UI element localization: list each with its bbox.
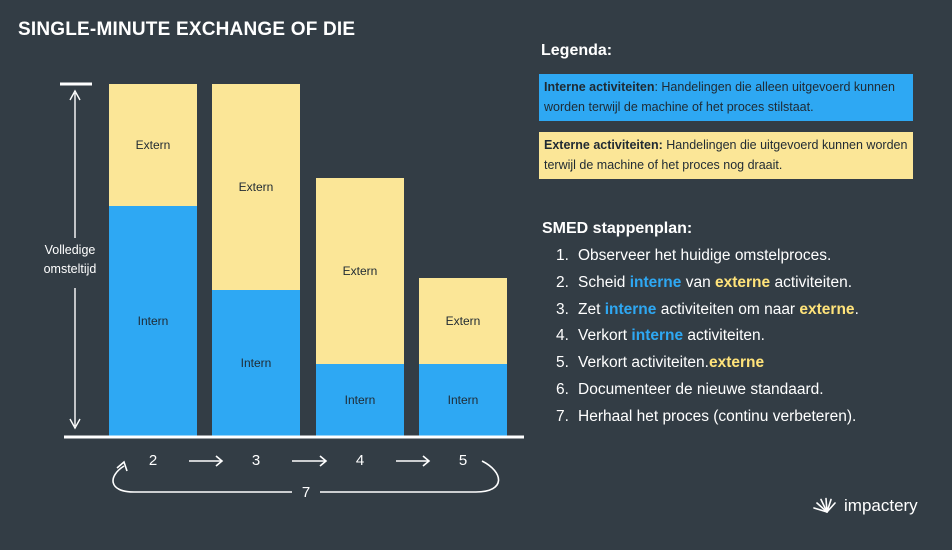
arrow-right-icon (319, 455, 328, 467)
x-tick-label: 5 (459, 452, 467, 469)
step-number: 3. (556, 300, 569, 318)
step-text: Observeer het huidige omstelproces. (578, 247, 832, 264)
arrow-right-icon (422, 455, 431, 467)
step-keyword-intern: interne (631, 327, 684, 345)
step-number: 1. (556, 247, 569, 264)
x-tick-label: 2 (149, 452, 157, 469)
step-number: 5. (556, 354, 569, 372)
smed-chart: Intern Extern Intern Extern Intern Extern Inte… (44, 82, 524, 501)
page-title: SINGLE-MINUTE EXCHANGE OF DIE (18, 19, 356, 40)
bar-label-extern: Extern (239, 180, 274, 194)
step-keyword-extern: externe (708, 354, 765, 372)
x-tick-label: 4 (356, 452, 364, 469)
steps-list: 1. Observeer het huidige omstelproces. 2. S… (556, 246, 859, 434)
bar-extern-3 (212, 84, 300, 290)
step-text: Zet (578, 300, 605, 318)
step-text: Verkort (578, 327, 632, 345)
bar-intern-4 (316, 364, 404, 436)
arrow-right-icon (215, 455, 224, 467)
step-text: Documenteer de nieuwe standaard. (578, 380, 824, 398)
bar-intern-2 (109, 206, 197, 436)
step-text: activiteiten. (683, 327, 765, 345)
bar-intern-5 (419, 364, 507, 436)
bar-label-intern: Intern (448, 393, 479, 407)
step-keyword-intern: interne (629, 273, 682, 291)
bar-label-intern: Intern (138, 314, 169, 328)
loop-label: 7 (302, 484, 310, 501)
step-item: 7. Herhaal het proces (continu verbeteren… (556, 407, 859, 434)
legend-intern-text: : Handelingen die alleen uitgevoerd kunn… (544, 80, 895, 114)
step-item: 3. Zet interne activiteiten om naar exter… (556, 300, 859, 327)
loop-arrow-head-icon (116, 460, 128, 472)
step-item: 4. Verkort interne activiteiten. (556, 326, 859, 353)
bar-extern-2 (109, 84, 197, 206)
logo-text: impactery (844, 496, 918, 515)
step-keyword-intern: interne (604, 300, 657, 318)
bar-label-extern: Extern (136, 138, 171, 152)
step-text: activiteiten om naar (656, 300, 800, 318)
step-text: . (854, 300, 859, 318)
legend-title: Legenda: (541, 42, 613, 59)
step-text: activiteiten. (631, 354, 709, 372)
y-axis-label: omsteltijd (44, 262, 97, 276)
bar-label-extern: Extern (343, 264, 378, 278)
step-item: 6. Documenteer de nieuwe standaard. (556, 380, 859, 407)
bar-label-extern: Extern (446, 314, 481, 328)
step-number: 4. (556, 327, 569, 345)
legend-extern-box: Externe activiteiten: Handelingen die ui… (539, 132, 913, 179)
steps-title: SMED stappenplan: (542, 220, 693, 237)
step-text: Scheid (578, 273, 630, 291)
logo: impactery (811, 496, 918, 516)
step-number: 2. (556, 273, 569, 291)
bar-extern-5 (419, 278, 507, 364)
arrow-head-up-icon (69, 89, 81, 101)
x-tick-label: 3 (252, 452, 260, 469)
bar-intern-3 (212, 290, 300, 436)
legend-intern-term: Interne activiteiten (544, 80, 655, 94)
legend-extern-term: Externe activiteiten: (544, 138, 663, 152)
step-text: van (681, 273, 715, 291)
arrow-head-down-icon (69, 418, 81, 430)
step-text: Verkort (578, 354, 632, 372)
step-keyword-extern: externe (799, 300, 855, 318)
loop-arrow-right (320, 460, 500, 493)
step-keyword-extern: externe (715, 273, 771, 291)
step-number: 7. (556, 407, 569, 425)
y-axis-label: Volledige (45, 243, 96, 257)
bar-label-intern: Intern (345, 393, 376, 407)
step-text: activiteiten. (770, 273, 853, 291)
y-axis-indicator: Volledige omsteltijd (44, 82, 97, 430)
step-item: 2. Scheid interne van externe activiteite… (556, 273, 859, 300)
x-axis-group: 2 3 4 5 7 (64, 435, 524, 501)
fan-icon (813, 497, 836, 513)
step-item: 1. Observeer het huidige omstelproces. (556, 246, 859, 273)
bar-label-intern: Intern (241, 356, 272, 370)
step-text: Herhaal het proces (continu verbeteren). (578, 407, 857, 425)
step-number: 6. (556, 380, 569, 398)
loop-arrow-left (112, 465, 292, 493)
bar-extern-4 (316, 178, 404, 364)
legend-intern-box: Interne activiteiten: Handelingen die al… (539, 74, 913, 121)
bars-group: Intern Extern Intern Extern Intern Extern Inte… (109, 84, 507, 436)
legend-extern-text: Handelingen die uitgevoerd kunnen worden… (544, 138, 908, 172)
step-item: 5. Verkort activiteiten.externe (556, 353, 859, 380)
